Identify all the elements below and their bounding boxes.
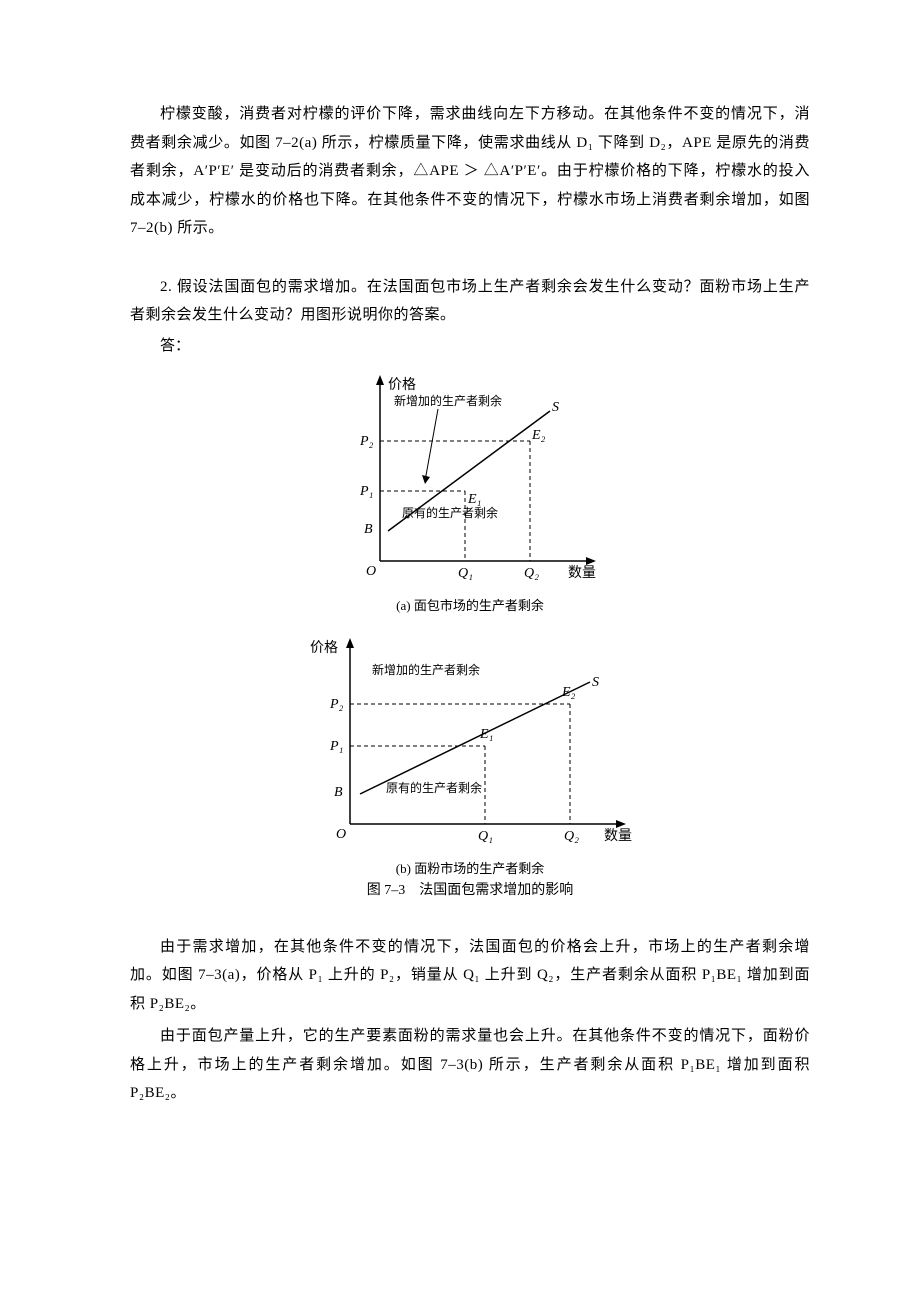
chart-b-O: O — [336, 827, 346, 842]
answer-para-1: 由于需求增加，在其他条件不变的情况下，法国面包的价格会上升，市场上的生产者剩余增… — [130, 933, 810, 1019]
chart-a-Q2: Q₂ — [524, 566, 539, 581]
chart-b-caption: (b) 面粉市场的生产者剩余 — [396, 858, 544, 877]
chart-b-P1: P₁ — [329, 739, 343, 754]
question-2-text: 2. 假设法国面包的需求增加。在法国面包市场上生产者剩余会发生什么变动？面粉市场… — [130, 273, 810, 330]
answer-para-2: 由于面包产量上升，它的生产要素面粉的需求量也会上升。在其他条件不变的情况下，面粉… — [130, 1022, 810, 1108]
chart-a-S: S — [552, 400, 559, 415]
fig-7-3-title: 图 7–3 法国面包需求增加的影响 — [367, 879, 574, 899]
chart-b-Q2: Q₂ — [564, 829, 579, 844]
chart-a-P1: P₁ — [359, 484, 373, 499]
chart-b-new-surplus: 新增加的生产者剩余 — [372, 662, 480, 677]
chart-b-E1: E₁ — [479, 727, 493, 742]
chart-a-new-surplus: 新增加的生产者剩余 — [394, 393, 502, 408]
paragraph-lemon: 柠檬变酸，消费者对柠檬的评价下降，需求曲线向左下方移动。在其他条件不变的情况下，… — [130, 100, 810, 243]
chart-a-Q1: Q₁ — [458, 566, 473, 581]
chart-b-Q1: Q₁ — [478, 829, 493, 844]
chart-a-y-label: 价格 — [388, 377, 416, 393]
chart-a-O: O — [366, 564, 376, 579]
chart-b-S: S — [592, 675, 599, 690]
question-2-block: 2. 假设法国面包的需求增加。在法国面包市场上生产者剩余会发生什么变动？面粉市场… — [130, 273, 810, 355]
answer-label: 答： — [130, 334, 810, 355]
chart-b-y-label: 价格 — [310, 640, 338, 656]
chart-b-P2: P₂ — [329, 697, 344, 712]
chart-a-wrap: 价格 数量 新增加的生产者剩余 原有的生产者剩余 P₂ P₁ B O Q₁ Q₂… — [130, 361, 810, 614]
chart-b-old-surplus: 原有的生产者剩余 — [386, 780, 482, 795]
chart-b-E2: E₂ — [561, 685, 576, 700]
chart-a-B: B — [364, 522, 373, 537]
chart-a-E2: E₂ — [531, 428, 546, 443]
chart-b-wrap: 价格 数量 新增加的生产者剩余 原有的生产者剩余 P₂ P₁ B O Q₁ Q₂… — [130, 624, 810, 915]
chart-b-B: B — [334, 785, 343, 800]
chart-b-x-label: 数量 — [604, 828, 632, 844]
chart-a-x-label: 数量 — [568, 565, 596, 581]
chart-a-P2: P₂ — [359, 434, 374, 449]
chart-a-svg: 价格 数量 新增加的生产者剩余 原有的生产者剩余 P₂ P₁ B O Q₁ Q₂… — [320, 361, 620, 591]
chart-a-caption: (a) 面包市场的生产者剩余 — [396, 595, 544, 614]
chart-a-E1: E₁ — [467, 492, 481, 507]
chart-a-old-surplus: 原有的生产者剩余 — [402, 505, 498, 520]
chart-b-svg: 价格 数量 新增加的生产者剩余 原有的生产者剩余 P₂ P₁ B O Q₁ Q₂… — [290, 624, 650, 854]
answer-paragraphs: 由于需求增加，在其他条件不变的情况下，法国面包的价格会上升，市场上的生产者剩余增… — [130, 933, 810, 1108]
